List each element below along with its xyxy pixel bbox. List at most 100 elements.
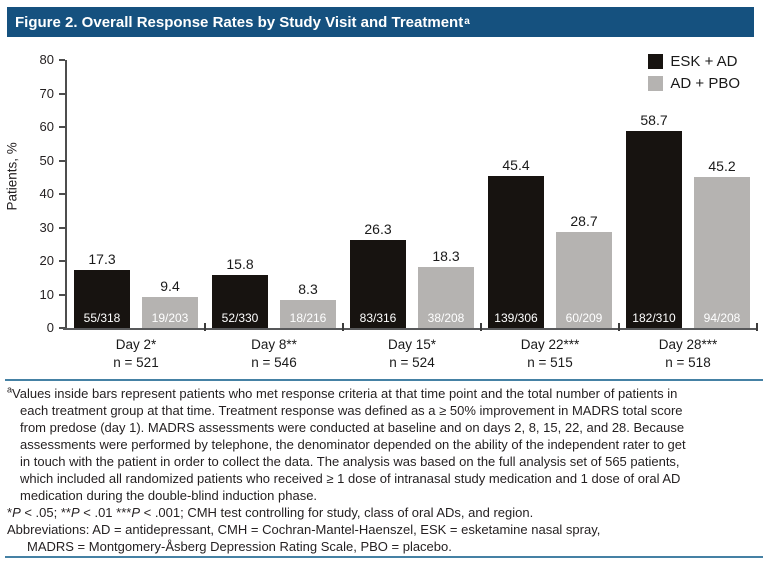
- plot-area: 17.3 55/318 9.4 19/203 15.8 52/330 8.3 18/216 26…: [67, 60, 757, 328]
- x-category-n: n = 518: [665, 355, 711, 370]
- footnote-body-line: from predose (day 1). MADRS assessments …: [20, 420, 685, 435]
- x-category-n: n = 521: [113, 355, 159, 370]
- bar-value-label: 26.3: [364, 220, 392, 237]
- bar-eskad: 26.3 83/316: [350, 221, 406, 328]
- x-axis-line: [63, 328, 757, 330]
- legend-swatch: [648, 54, 664, 69]
- x-tick-mark: [480, 323, 482, 331]
- y-tick-mark: [59, 193, 65, 195]
- bar-fraction-label: 52/330: [221, 311, 259, 325]
- bar-value-label: 28.7: [570, 212, 598, 229]
- bar-adpbo: 9.4 19/203: [142, 278, 198, 328]
- y-tick-mark: [59, 126, 65, 128]
- bar-value-label: 9.4: [160, 277, 180, 294]
- bar-value-label: 8.3: [298, 281, 318, 298]
- x-axis-labels: Day 2* n = 521 Day 8** n = 546 Day 15* n = 52…: [67, 336, 757, 372]
- bar-fraction-label: 94/208: [703, 311, 741, 325]
- bar-fraction-label: 60/209: [565, 311, 603, 325]
- bar-adpbo: 8.3 18/216: [280, 281, 336, 328]
- figure-title: Figure 2. Overall Response Rates by Stud…: [15, 13, 464, 31]
- x-tick-mark: [756, 323, 758, 331]
- x-category-n: n = 515: [527, 355, 573, 370]
- x-category-day: Day 22***: [520, 337, 580, 352]
- y-tick-label: 50: [39, 152, 54, 168]
- y-tick-label: 20: [39, 253, 54, 268]
- y-tick-label: 60: [39, 119, 54, 134]
- bar-fraction-label: 18/216: [289, 311, 327, 325]
- footnote-superscript: a: [7, 384, 13, 395]
- bar-adpbo: 45.2 94/208: [694, 158, 750, 328]
- x-category-day: Day 15*: [387, 337, 437, 352]
- y-tick-mark: [59, 293, 65, 296]
- bar-group: 45.4 139/306 28.7 60/209: [481, 60, 619, 328]
- footnote-body-line: medication during the double-blind induc…: [20, 488, 318, 503]
- bar-eskad: 15.8 52/330: [212, 256, 268, 328]
- bar-adpbo: 18.3 38/208: [418, 248, 474, 328]
- y-tick-label: 30: [39, 219, 54, 235]
- x-category-label: Day 28*** n = 518: [619, 336, 757, 372]
- footnotes: aValues inside bars represent patients w…: [7, 385, 763, 555]
- legend-label: AD + PBO: [670, 75, 740, 92]
- y-tick-label: 10: [39, 286, 54, 302]
- separator-rule-top: [5, 379, 763, 381]
- y-tick-label: 0: [46, 320, 54, 335]
- bar-fraction-label: 83/316: [359, 311, 397, 325]
- bar-eskad: 45.4 139/306: [488, 157, 544, 328]
- x-category-day: Day 2*: [115, 337, 157, 352]
- bar-value-label: 17.3: [88, 251, 116, 268]
- x-category-label: Day 22*** n = 515: [481, 336, 619, 372]
- bar-value-label: 18.3: [432, 247, 460, 264]
- x-tick-mark: [204, 323, 206, 331]
- bar-fraction-label: 55/318: [83, 311, 121, 325]
- separator-rule-bottom: [5, 556, 763, 558]
- bar-fraction-label: 182/310: [632, 311, 676, 325]
- bar-adpbo: 28.7 60/209: [556, 213, 612, 328]
- footnote-body-line: assessments were performed by telephone,…: [20, 437, 686, 452]
- legend-label: ESK + AD: [670, 53, 738, 70]
- legend-swatch: [648, 76, 664, 91]
- y-tick-label: 80: [39, 52, 54, 67]
- y-tick-mark: [59, 327, 65, 329]
- bar-fraction-label: 38/208: [427, 311, 465, 325]
- footnote-body-line: each treatment group at that time. Treat…: [20, 403, 683, 418]
- legend-row: ESK + AD: [648, 53, 740, 70]
- bar-group: 26.3 83/316 18.3 38/208: [343, 60, 481, 328]
- footnote-body-line: aValues inside bars represent patients w…: [7, 384, 678, 401]
- x-category-n: n = 524: [389, 355, 435, 370]
- x-category-label: Day 8** n = 546: [205, 336, 343, 372]
- footnote-abbreviation-line: MADRS = Montgomery-Åsberg Depression Rat…: [27, 539, 452, 554]
- bar-fraction-label: 139/306: [494, 311, 538, 325]
- x-category-day: Day 8**: [251, 337, 297, 352]
- footnote-body-line: which included all randomized patients w…: [20, 471, 681, 486]
- x-tick-mark: [342, 323, 344, 331]
- bar-value-label: 58.7: [640, 112, 668, 129]
- bar-value-label: 15.8: [226, 256, 254, 273]
- x-category-n: n = 546: [251, 355, 297, 370]
- figure-title-superscript: a: [464, 16, 470, 27]
- bar-value-label: 45.2: [708, 157, 736, 174]
- figure-title-bar: Figure 2. Overall Response Rates by Stud…: [7, 7, 754, 37]
- bar-fraction-label: 19/203: [151, 311, 189, 325]
- bar-group: 15.8 52/330 8.3 18/216: [205, 60, 343, 328]
- x-category-label: Day 15* n = 524: [343, 336, 481, 372]
- bar-eskad: 17.3 55/318: [74, 251, 130, 328]
- bar-group: 58.7 182/310 45.2 94/208: [619, 60, 757, 328]
- y-tick-mark: [59, 159, 65, 162]
- legend: ESK + AD AD + PBO: [648, 53, 740, 97]
- x-category-day: Day 28***: [658, 337, 718, 352]
- y-tick-mark: [59, 260, 65, 262]
- footnote-body-line: in touch with the patient in order to co…: [20, 454, 680, 469]
- x-tick-mark: [618, 323, 620, 331]
- x-category-label: Day 2* n = 521: [67, 336, 205, 372]
- bar-group: 17.3 55/318 9.4 19/203: [67, 60, 205, 328]
- bar-eskad: 58.7 182/310: [626, 112, 682, 328]
- chart-area: Patients, % 0 10 20 30 40 50 60 70 80 17.3 55/318…: [0, 45, 768, 377]
- y-tick-label: 70: [39, 85, 54, 101]
- y-tick-mark: [59, 226, 65, 229]
- y-tick-mark: [59, 59, 65, 61]
- footnote-abbreviation-line: Abbreviations: AD = antidepressant, CMH …: [7, 522, 601, 537]
- footnote-pvalue-line: *P < .05; **P < .01 ***P < .001; CMH tes…: [7, 505, 534, 520]
- legend-row: AD + PBO: [648, 75, 740, 92]
- y-tick-label: 40: [39, 186, 54, 201]
